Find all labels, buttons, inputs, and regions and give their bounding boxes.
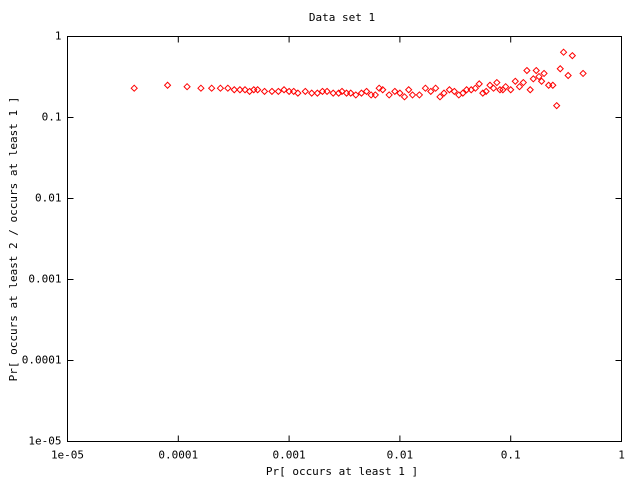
point xyxy=(308,89,316,97)
point xyxy=(421,84,430,92)
point xyxy=(183,82,191,91)
point xyxy=(396,89,404,97)
chart-title: Data set 1 xyxy=(309,11,375,24)
y-axis-label: Pr[ occurs at least 2 / occurs at least … xyxy=(7,97,20,382)
point xyxy=(289,87,298,96)
point xyxy=(224,84,232,92)
point xyxy=(313,89,322,97)
point xyxy=(523,66,531,75)
point xyxy=(404,86,413,94)
point xyxy=(280,86,288,94)
point xyxy=(549,81,557,89)
x-tick-label: 1e-05 xyxy=(51,449,84,462)
point xyxy=(519,78,528,87)
y-tick-label: 0.0001 xyxy=(22,354,62,367)
point xyxy=(408,91,417,99)
x-tick-label: 0.001 xyxy=(273,449,306,462)
y-tick-label: 1e-05 xyxy=(28,435,61,448)
point xyxy=(526,86,534,94)
point xyxy=(391,87,399,96)
point xyxy=(493,78,501,87)
point xyxy=(352,91,360,99)
point xyxy=(216,84,225,92)
point xyxy=(556,65,564,73)
point xyxy=(357,89,366,97)
x-tick-label: 0.01 xyxy=(387,449,414,462)
point xyxy=(436,93,444,101)
point xyxy=(529,75,538,83)
point xyxy=(440,89,448,97)
y-tick-label: 0.001 xyxy=(28,273,61,286)
point xyxy=(496,86,504,94)
point xyxy=(579,69,587,78)
point xyxy=(301,87,309,96)
point xyxy=(371,91,380,99)
point xyxy=(459,89,467,97)
point xyxy=(471,84,480,92)
point xyxy=(450,87,459,96)
point xyxy=(482,87,490,96)
x-tick-label: 0.0001 xyxy=(158,449,198,462)
point xyxy=(489,84,498,92)
point xyxy=(564,71,572,80)
point xyxy=(544,81,553,89)
point xyxy=(329,89,337,97)
point xyxy=(253,86,262,94)
x-axis-label: Pr[ occurs at least 1 ] xyxy=(266,465,418,478)
point xyxy=(568,51,577,60)
point xyxy=(375,84,383,92)
point xyxy=(559,48,568,56)
point xyxy=(427,87,435,96)
point xyxy=(367,91,375,99)
point xyxy=(379,86,387,94)
y-tick-label: 1 xyxy=(55,30,62,43)
point xyxy=(268,87,276,96)
point xyxy=(501,82,510,91)
point xyxy=(532,66,540,75)
plot-frame xyxy=(67,36,622,442)
point xyxy=(130,84,138,92)
point xyxy=(540,69,548,78)
point xyxy=(506,86,515,94)
point xyxy=(338,87,346,96)
point xyxy=(163,81,172,89)
point xyxy=(431,84,440,92)
point xyxy=(197,84,205,92)
point xyxy=(511,77,519,85)
point xyxy=(323,87,331,96)
point xyxy=(347,89,355,97)
point xyxy=(260,87,269,96)
point xyxy=(241,86,249,94)
point xyxy=(445,86,454,94)
x-tick-label: 0.1 xyxy=(501,449,521,462)
point xyxy=(400,93,409,101)
point xyxy=(385,91,393,99)
point xyxy=(230,86,238,94)
point xyxy=(294,89,302,97)
point xyxy=(274,87,283,96)
point xyxy=(207,84,216,92)
point xyxy=(455,91,463,99)
point xyxy=(535,72,543,81)
y-tick-label: 0.01 xyxy=(35,192,62,205)
point xyxy=(515,82,524,91)
point xyxy=(236,86,244,94)
point xyxy=(475,80,483,88)
point xyxy=(479,89,487,97)
point xyxy=(537,77,546,85)
point xyxy=(552,101,561,110)
x-tick-label: 1 xyxy=(618,449,625,462)
point xyxy=(334,89,343,97)
y-tick-label: 0.1 xyxy=(42,111,62,124)
point xyxy=(415,91,424,99)
point xyxy=(362,87,371,96)
